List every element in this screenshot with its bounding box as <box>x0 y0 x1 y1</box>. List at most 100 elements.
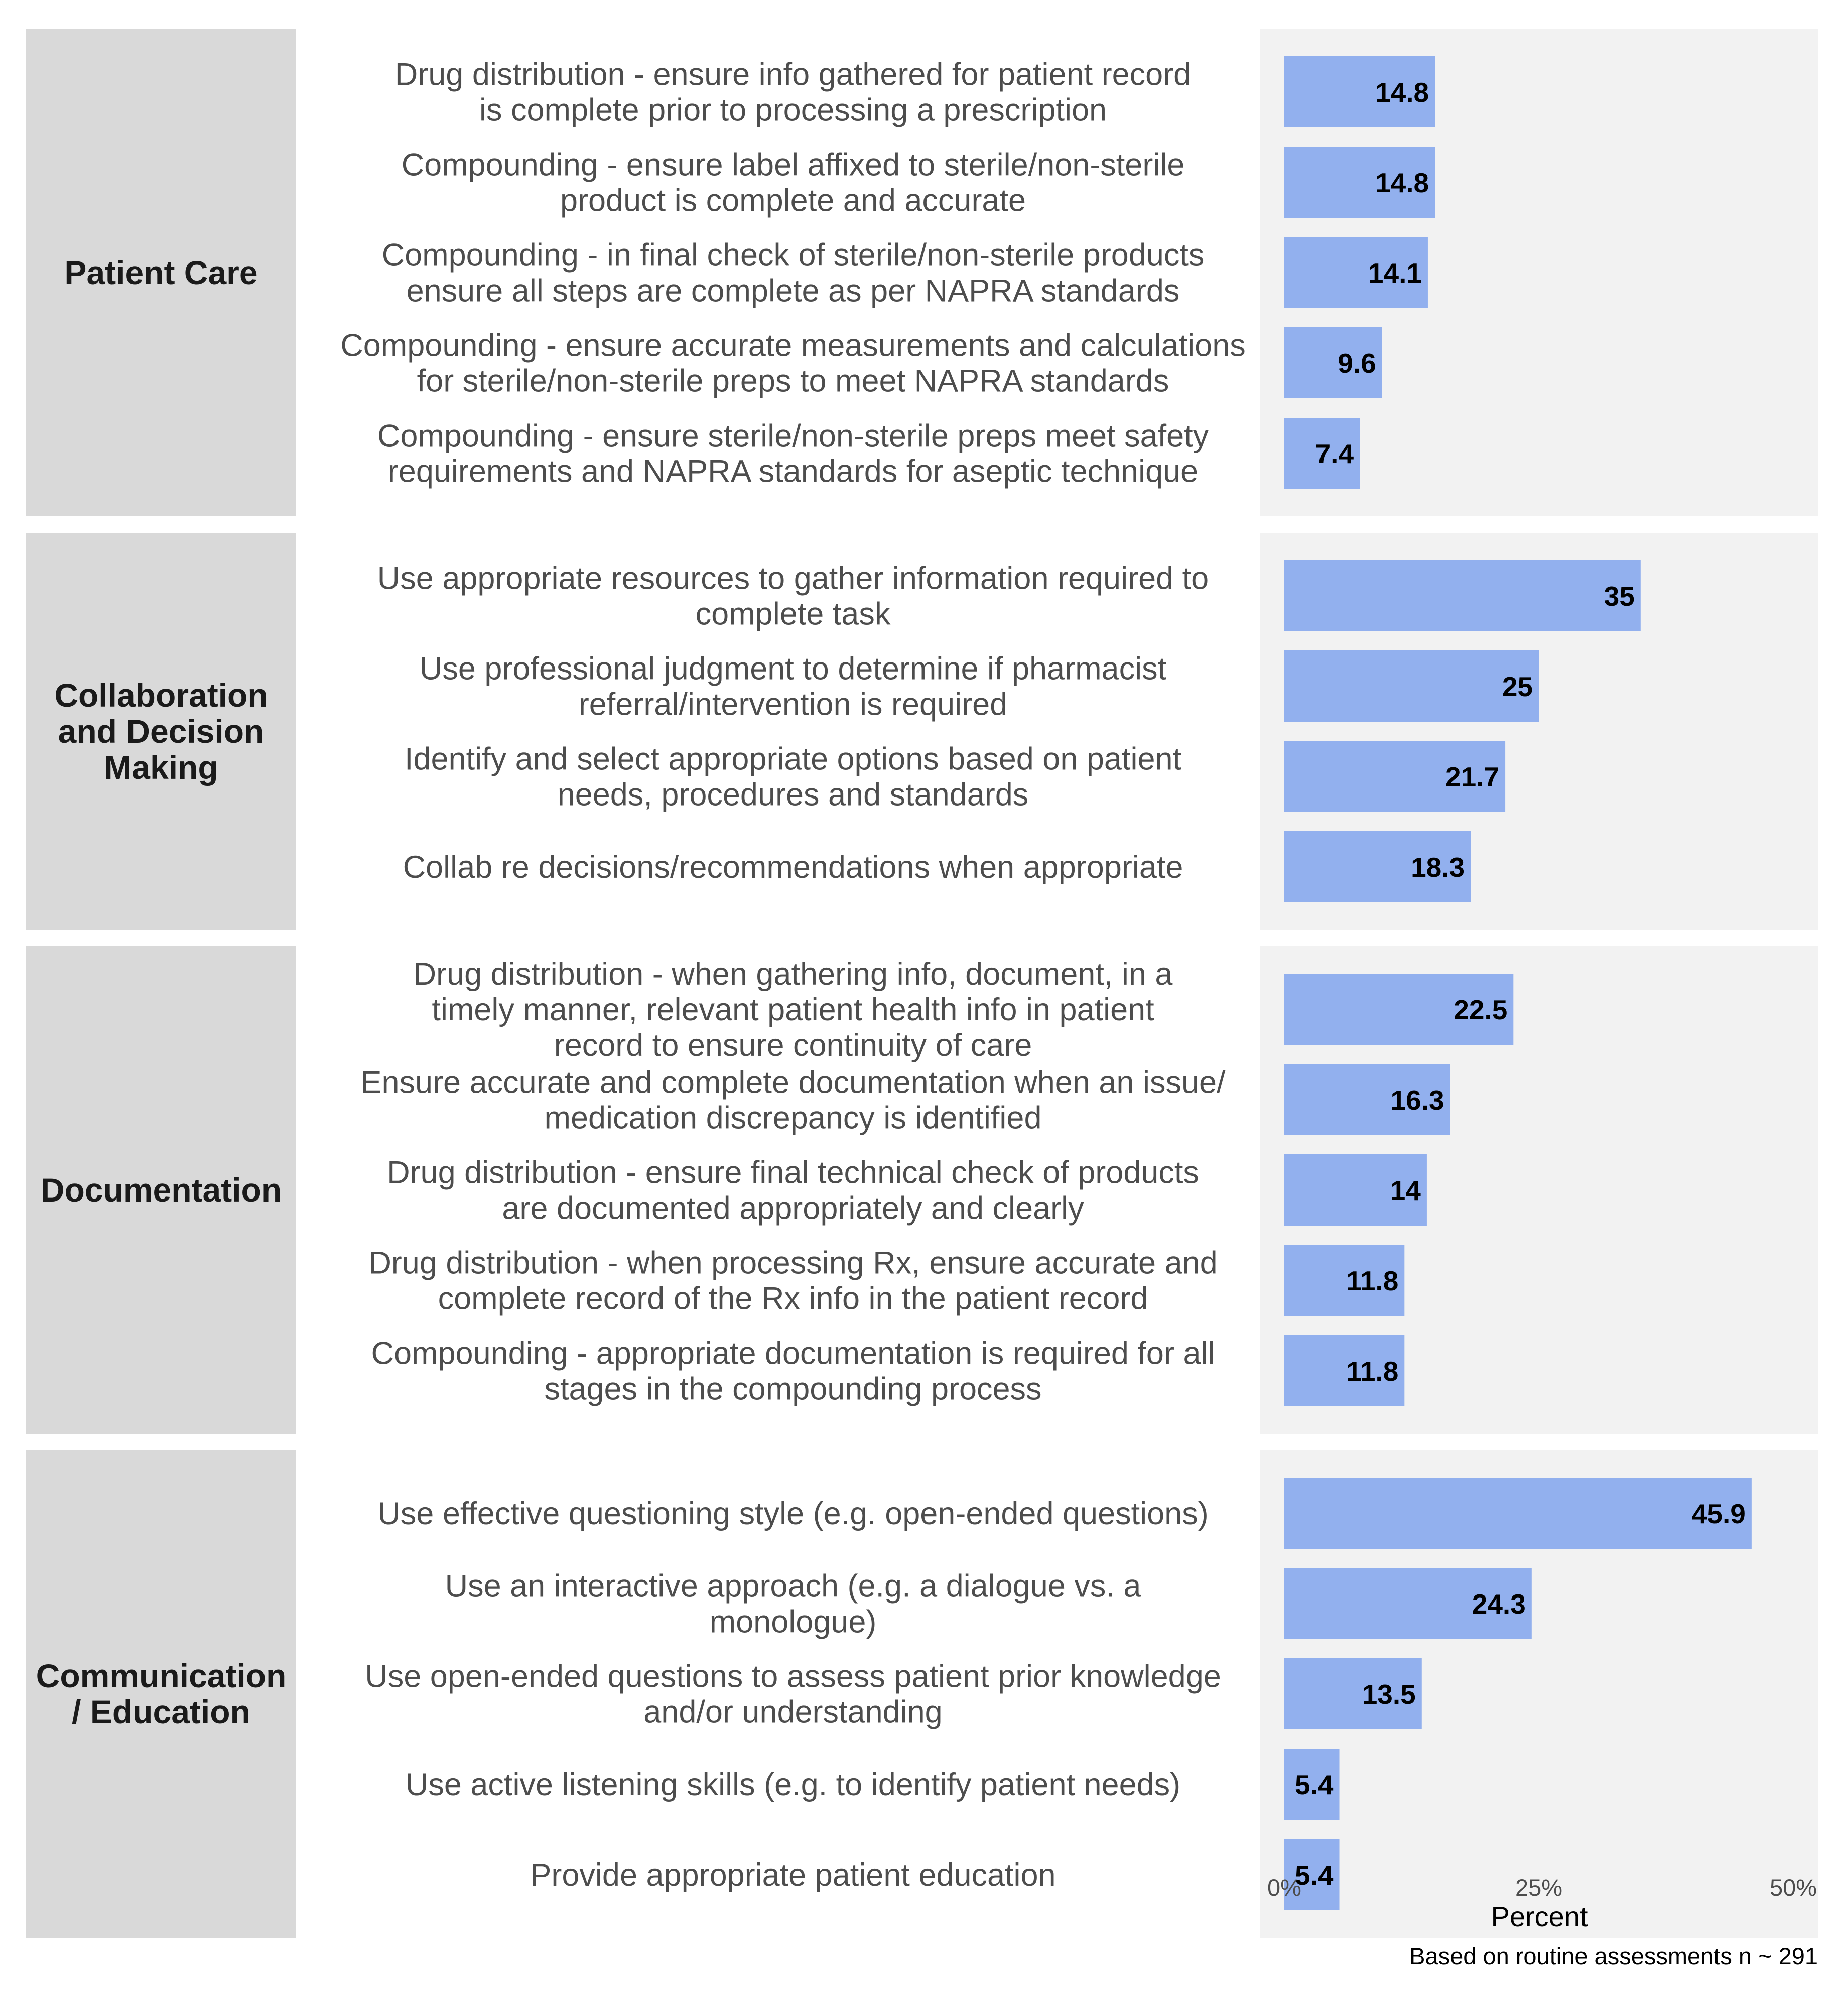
bar-row: Use appropriate resources to gather info… <box>377 560 1641 632</box>
facet-strip <box>26 29 296 516</box>
bar-value-label: 11.8 <box>1346 1356 1398 1387</box>
facet-strip <box>26 946 296 1434</box>
bar-row: Use effective questioning style (e.g. op… <box>377 1478 1752 1549</box>
category-label-line: Compounding - ensure sterile/non-sterile… <box>377 419 1209 454</box>
facet-label-line: / Education <box>72 1693 250 1731</box>
category-label-line: medication discrepancy is identified <box>544 1101 1041 1136</box>
category-label: Identify and select appropriate options … <box>405 742 1182 813</box>
bar <box>1284 831 1471 902</box>
bar-row: Ensure accurate and complete documentati… <box>360 1064 1450 1136</box>
category-label: Drug distribution - ensure final technic… <box>387 1155 1199 1226</box>
facet-group: Collaboration and Decision Making Use appro… <box>26 533 1818 930</box>
x-tick-label: 25% <box>1515 1874 1562 1901</box>
category-label: Compounding - in final check of sterile/… <box>382 238 1205 309</box>
category-label-line: ensure all steps are complete as per NAP… <box>407 274 1180 309</box>
bar <box>1284 237 1428 308</box>
bar-value-label: 5.4 <box>1295 1769 1334 1800</box>
bar <box>1284 1154 1427 1226</box>
facet-label-line: Communication <box>36 1657 287 1694</box>
bar-value-label: 45.9 <box>1692 1498 1746 1529</box>
category-label-line: Compounding - ensure label affixed to st… <box>402 148 1185 183</box>
category-label-line: are documented appropriately and clearly <box>502 1191 1084 1226</box>
category-label-line: Drug distribution - ensure info gathered… <box>395 57 1191 92</box>
category-label: Collab re decisions/recommendations when… <box>403 850 1183 885</box>
bar-value-label: 21.7 <box>1445 761 1499 792</box>
category-label: Compounding - ensure accurate measuremen… <box>340 328 1246 399</box>
category-label: Drug distribution - when processing Rx, … <box>368 1246 1217 1316</box>
bar <box>1284 1658 1422 1729</box>
bar-value-label: 18.3 <box>1411 852 1465 883</box>
category-label-line: Use open-ended questions to assess patie… <box>365 1659 1221 1694</box>
bar <box>1284 974 1514 1045</box>
bar-row: Use active listening skills (e.g. to ide… <box>406 1749 1340 1820</box>
category-label-line: complete record of the Rx info in the pa… <box>438 1281 1148 1316</box>
bar-value-label: 24.3 <box>1472 1588 1526 1620</box>
category-label-line: Use effective questioning style (e.g. op… <box>377 1496 1208 1531</box>
category-label-line: for sterile/non-sterile preps to meet NA… <box>417 364 1169 399</box>
bar-value-label: 14.8 <box>1375 167 1429 198</box>
category-label: Use open-ended questions to assess patie… <box>365 1659 1221 1730</box>
category-label: Ensure accurate and complete documentati… <box>360 1065 1226 1136</box>
bar <box>1284 560 1641 631</box>
category-label-line: Ensure accurate and complete documentati… <box>360 1065 1226 1100</box>
bar-row: Compounding - ensure label affixed to st… <box>402 147 1435 218</box>
category-label-line: Drug distribution - when gathering info,… <box>414 957 1173 992</box>
bar-value-label: 22.5 <box>1454 994 1507 1025</box>
category-label: Compounding - ensure label affixed to st… <box>402 148 1185 218</box>
bar-row: Compounding - ensure accurate measuremen… <box>340 327 1382 399</box>
bar-value-label: 11.8 <box>1346 1265 1398 1296</box>
category-label-line: needs, procedures and standards <box>558 777 1029 813</box>
category-label-line: Compounding - ensure accurate measuremen… <box>340 328 1246 363</box>
bar-row: Drug distribution - ensure info gathered… <box>395 56 1435 128</box>
bar-row: Compounding - appropriate documentation … <box>371 1335 1405 1407</box>
category-label-line: Use active listening skills (e.g. to ide… <box>406 1767 1180 1802</box>
bar-value-label: 13.5 <box>1362 1679 1416 1710</box>
category-label-line: Use an interactive approach (e.g. a dial… <box>445 1569 1142 1604</box>
bar-row: Provide appropriate patient education 5.4 <box>530 1839 1340 1910</box>
category-label-line: Identify and select appropriate options … <box>405 742 1182 777</box>
facet-strip <box>26 1450 296 1938</box>
chart-caption: Based on routine assessments n ~ 291 <box>1409 1943 1818 1969</box>
bar-value-label: 9.6 <box>1338 348 1376 379</box>
category-label-line: Use professional judgment to determine i… <box>420 651 1167 687</box>
category-label: Use professional judgment to determine i… <box>420 651 1167 722</box>
facet-label: Collaboration and Decision Making <box>54 677 268 786</box>
category-label-line: Compounding - appropriate documentation … <box>371 1336 1215 1371</box>
bar-row: Use professional judgment to determine i… <box>420 650 1539 722</box>
facet-label-line: Patient Care <box>64 254 257 291</box>
category-label: Drug distribution - ensure info gathered… <box>395 57 1191 128</box>
category-label-line: Drug distribution - when processing Rx, … <box>368 1246 1217 1281</box>
facet-strip <box>26 533 296 930</box>
facet-label-line: and Decision <box>58 713 265 750</box>
bar-row: Collab re decisions/recommendations when… <box>403 831 1471 902</box>
facet-label-line: Documentation <box>41 1171 282 1209</box>
facet-label: Patient Care <box>64 254 257 291</box>
bar <box>1284 1839 1340 1910</box>
facet-group: Documentation Drug distribution - when ga… <box>26 946 1818 1434</box>
category-label-line: is complete prior to processing a prescr… <box>479 93 1107 128</box>
bar-row: Drug distribution - when processing Rx, … <box>368 1245 1405 1316</box>
category-label: Compounding - ensure sterile/non-sterile… <box>377 419 1209 489</box>
x-axis-title: Percent <box>1491 1901 1588 1932</box>
category-label: Compounding - appropriate documentation … <box>371 1336 1215 1407</box>
bar <box>1284 1478 1752 1549</box>
bar-value-label: 25 <box>1502 671 1533 702</box>
bar <box>1284 1749 1340 1820</box>
category-label-line: Provide appropriate patient education <box>530 1857 1055 1893</box>
category-label: Provide appropriate patient education <box>530 1857 1055 1893</box>
category-label-line: record to ensure continuity of care <box>554 1028 1032 1063</box>
bar-value-label: 16.3 <box>1391 1085 1444 1116</box>
bar-row: Compounding - in final check of sterile/… <box>382 237 1428 309</box>
facet-label: Communication / Education <box>36 1657 287 1731</box>
category-label-line: Drug distribution - ensure final technic… <box>387 1155 1199 1190</box>
bar <box>1284 650 1539 722</box>
bar-value-label: 5.4 <box>1295 1859 1334 1891</box>
bar <box>1284 327 1382 398</box>
category-label-line: Collab re decisions/recommendations when… <box>403 850 1183 885</box>
category-label-line: timely manner, relevant patient health i… <box>432 992 1154 1027</box>
category-label-line: and/or understanding <box>643 1695 942 1730</box>
category-label: Use effective questioning style (e.g. op… <box>377 1496 1208 1531</box>
category-label-line: stages in the compounding process <box>544 1372 1041 1407</box>
bar-row: Use an interactive approach (e.g. a dial… <box>445 1568 1532 1640</box>
x-tick-label: 50% <box>1770 1874 1817 1901</box>
